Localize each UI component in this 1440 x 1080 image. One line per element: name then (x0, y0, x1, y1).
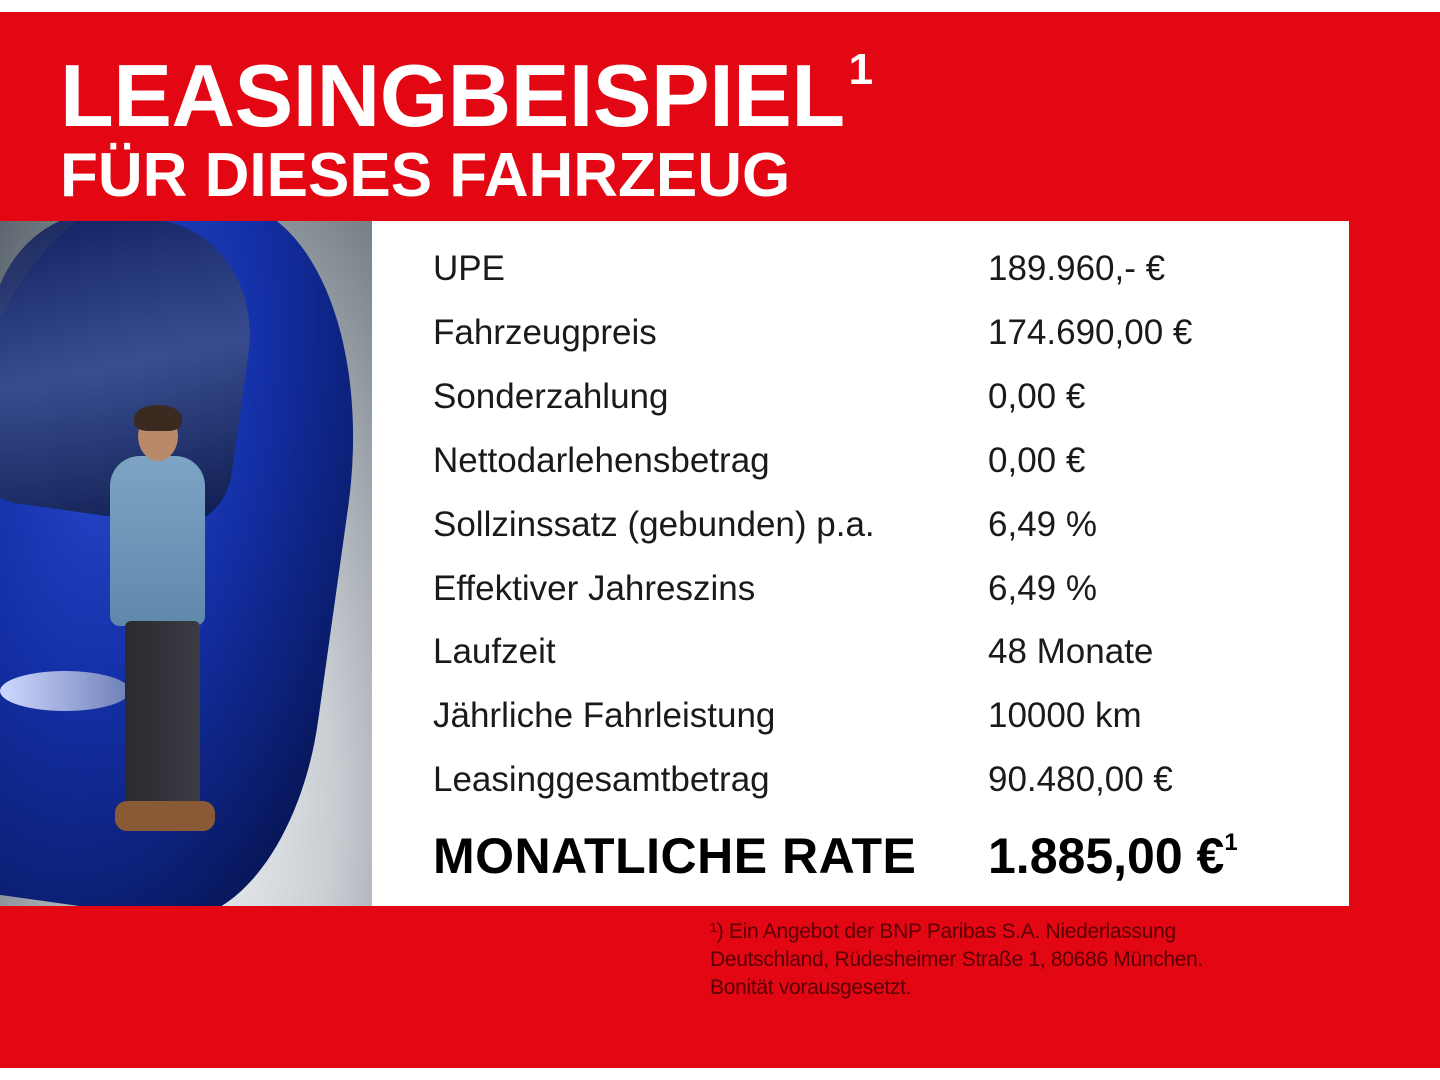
footnote-line: Bonität vorausgesetzt. (710, 976, 912, 999)
monthly-rate-label: MONATLICHE RATE (433, 828, 917, 884)
row-label: Jährliche Fahrleistung (433, 696, 776, 735)
row-label: Laufzeit (433, 632, 556, 671)
man-legs (125, 621, 200, 811)
row-value: 10000 km (988, 696, 1142, 735)
car-headlight (0, 671, 130, 711)
man-figure (100, 405, 215, 841)
leasing-table: UPE 189.960,- € Fahrzeugpreis 174.690,00 €… (372, 221, 1349, 906)
row-label: Sonderzahlung (433, 377, 669, 416)
monthly-rate-value: 1.885,00 €1 (988, 828, 1238, 884)
monthly-rate-amount: 1.885,00 € (988, 828, 1225, 884)
row-label: Effektiver Jahreszins (433, 569, 756, 608)
row-label: UPE (433, 249, 505, 288)
row-label: Fahrzeugpreis (433, 313, 657, 352)
row-value: 48 Monate (988, 632, 1154, 671)
footnote-marker: 1 (1224, 829, 1238, 856)
row-value: 6,49 % (988, 569, 1097, 608)
row-value: 189.960,- € (988, 249, 1166, 288)
row-value: 174.690,00 € (988, 313, 1193, 352)
subheadline: FÜR DIESES FAHRZEUG (60, 141, 791, 210)
row-value: 6,49 % (988, 505, 1097, 544)
row-value: 0,00 € (988, 377, 1086, 416)
row-value: 90.480,00 € (988, 760, 1173, 799)
row-label: Leasinggesamtbetrag (433, 760, 770, 799)
footnote-line: Deutschland, Rüdesheimer Straße 1, 80686… (710, 948, 1204, 971)
footnote-line: ¹) Ein Angebot der BNP Paribas S.A. Nied… (710, 920, 1176, 943)
footnote-marker: 1 (848, 45, 873, 94)
man-shirt (110, 456, 205, 626)
row-value: 0,00 € (988, 441, 1086, 480)
man-shoes (115, 801, 215, 831)
headline-text: LEASINGBEISPIEL (60, 46, 845, 145)
row-label: Nettodarlehensbetrag (433, 441, 770, 480)
man-hair (134, 405, 182, 431)
row-label: Sollzinssatz (gebunden) p.a. (433, 505, 875, 544)
car-with-man-photo (0, 221, 372, 906)
headline: LEASINGBEISPIEL1 (60, 48, 873, 140)
footnote: ¹) Ein Angebot der BNP Paribas S.A. Nied… (710, 918, 1203, 1002)
